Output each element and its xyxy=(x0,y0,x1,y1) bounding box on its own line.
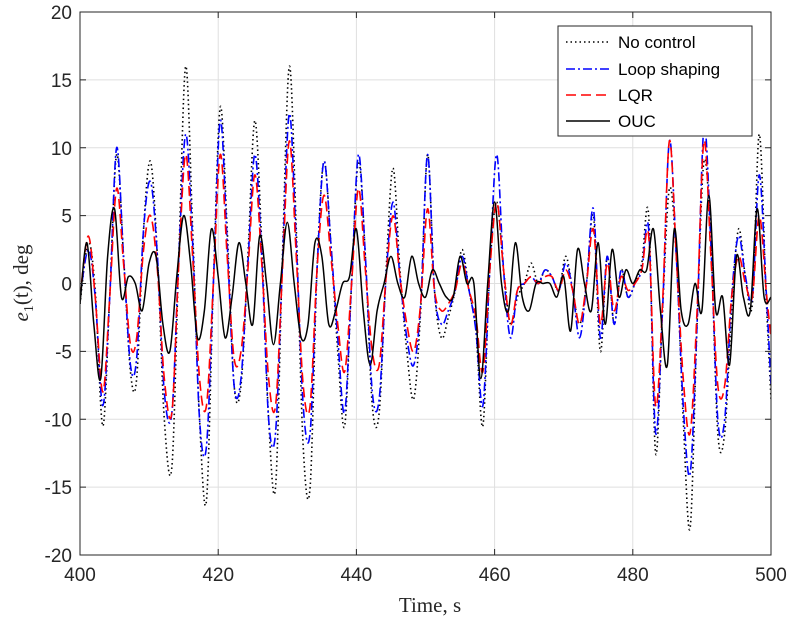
y-tick-label--10: -10 xyxy=(45,410,72,431)
y-tick-label--20: -20 xyxy=(45,546,72,567)
y-axis-label: e1(t), deg xyxy=(9,244,37,321)
legend-label-loop-shaping: Loop shaping xyxy=(618,60,720,79)
legend-label-ouc: OUC xyxy=(618,112,656,131)
axis-ticks: 400 420 440 460 480 500 20 15 10 5 0 -5 -10 -15 -20 xyxy=(45,3,787,586)
y-axis-label-main: e xyxy=(9,312,33,321)
x-tick-label-420: 420 xyxy=(202,565,234,586)
y-tick-label-15: 15 xyxy=(51,71,72,92)
y-axis-label-sub: 1 xyxy=(22,305,37,312)
y-axis-label-rest: (t), deg xyxy=(9,244,33,305)
y-tick-label-5: 5 xyxy=(61,207,72,228)
x-tick-label-460: 460 xyxy=(479,565,511,586)
y-tick-label-20: 20 xyxy=(51,3,72,24)
y-tick-label--5: -5 xyxy=(55,342,72,363)
y-tick-label--15: -15 xyxy=(45,478,72,499)
series-layer xyxy=(80,65,771,531)
x-tick-label-480: 480 xyxy=(617,565,649,586)
x-axis-label: Time, s xyxy=(399,593,461,617)
x-tick-label-500: 500 xyxy=(755,565,787,586)
legend-label-no-control: No control xyxy=(618,33,695,52)
y-tick-label-0: 0 xyxy=(61,275,72,296)
series-line-lqr xyxy=(80,139,771,436)
legend-box xyxy=(557,25,753,137)
legend-label-lqr: LQR xyxy=(618,86,653,105)
legend: No control Loop shaping LQR OUC xyxy=(557,25,753,137)
y-tick-label-10: 10 xyxy=(51,139,72,160)
x-tick-label-440: 440 xyxy=(341,565,373,586)
x-tick-label-400: 400 xyxy=(64,565,96,586)
series-line-ouc xyxy=(80,194,771,382)
